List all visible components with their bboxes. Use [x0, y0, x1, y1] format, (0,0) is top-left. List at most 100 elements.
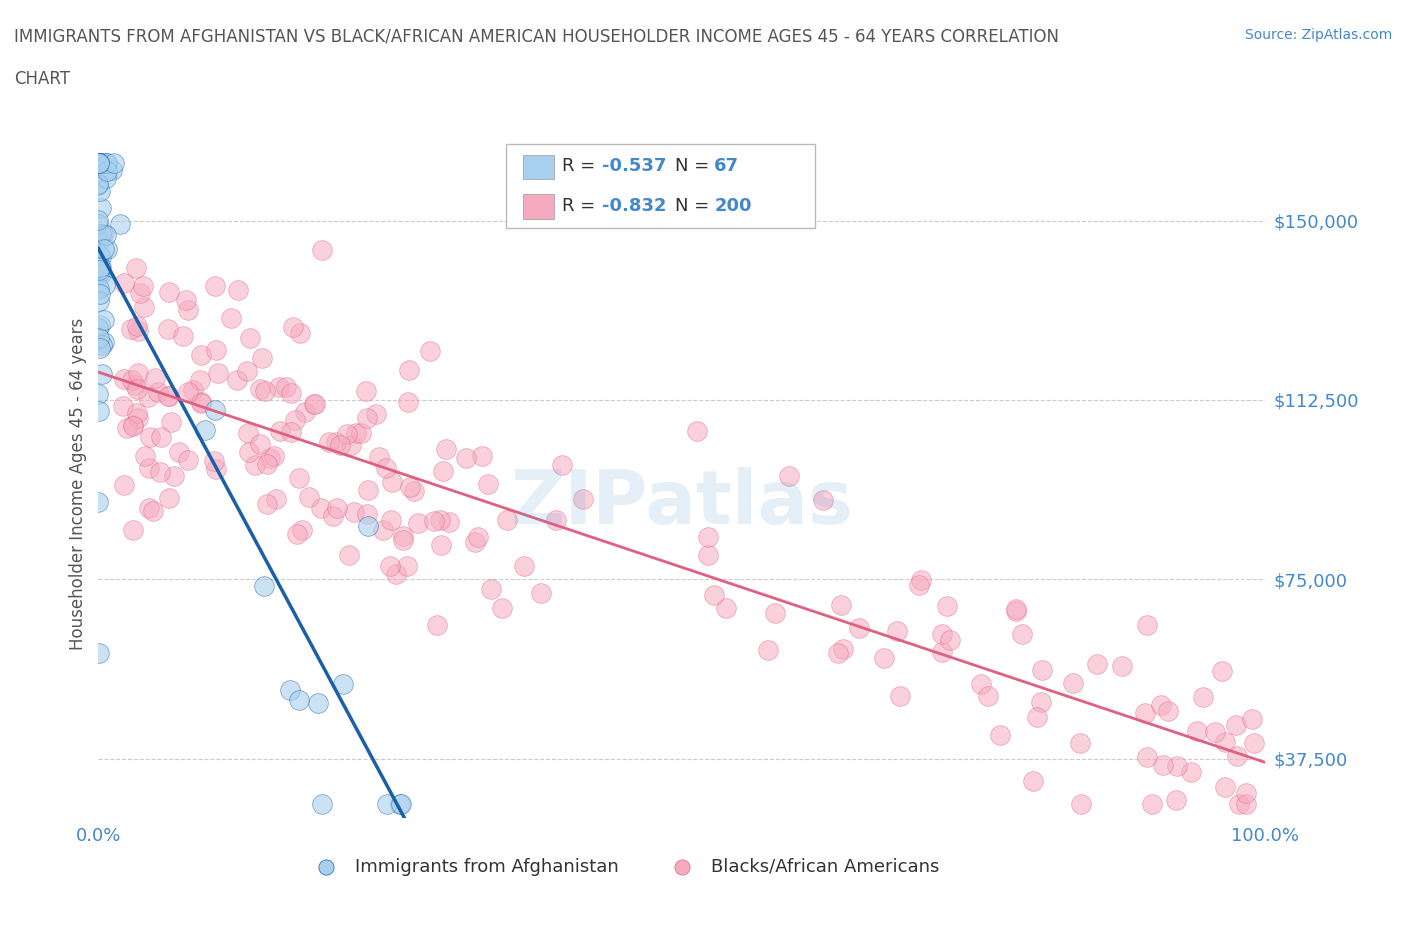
Point [848, 620, 870, 635]
Point [256, 497, 278, 512]
Point [250, 351, 273, 365]
Point [356, 507, 378, 522]
Point [340, 437, 363, 452]
Point [1111, 659, 1133, 674]
Point [120, 321, 142, 336]
Point [226, 283, 249, 298]
Point [439, 514, 461, 529]
Point [138, 501, 160, 516]
Point [96, 155, 118, 170]
Point [1004, 602, 1026, 617]
Point [87, 155, 110, 170]
Point [1135, 706, 1157, 721]
Point [139, 429, 162, 444]
Point [1204, 724, 1226, 739]
Point [572, 492, 595, 507]
Point [202, 453, 225, 468]
Point [939, 632, 962, 647]
Point [108, 217, 131, 232]
Point [87, 155, 110, 170]
Point [1213, 735, 1236, 750]
Point [87, 321, 110, 336]
Point [87, 247, 110, 262]
Point [89, 263, 111, 278]
Point [1166, 793, 1188, 808]
Text: ZIPatlas: ZIPatlas [510, 467, 853, 540]
Point [91, 366, 114, 381]
Point [278, 683, 301, 698]
Point [371, 523, 394, 538]
Point [1150, 698, 1173, 712]
Point [375, 461, 398, 476]
Point [1243, 736, 1265, 751]
Point [112, 478, 135, 493]
Point [276, 379, 298, 394]
Point [90, 155, 112, 170]
Point [89, 404, 111, 418]
Point [454, 451, 477, 466]
Text: Source: ZipAtlas.com: Source: ZipAtlas.com [1244, 28, 1392, 42]
Point [495, 512, 517, 527]
Point [931, 626, 953, 641]
Point [1187, 724, 1209, 738]
Point [1011, 627, 1033, 642]
Point [392, 533, 415, 548]
Point [1227, 797, 1250, 812]
Point [471, 449, 494, 464]
Point [204, 278, 226, 293]
Point [87, 645, 110, 660]
Point [87, 176, 110, 191]
Point [177, 452, 200, 467]
Point [142, 504, 165, 519]
Point [302, 397, 325, 412]
Point [280, 385, 302, 400]
Point [309, 500, 332, 515]
Point [332, 676, 354, 691]
Point [93, 334, 115, 349]
Point [429, 512, 451, 527]
Point [988, 728, 1011, 743]
Point [87, 282, 110, 297]
Point [87, 155, 110, 170]
Point [157, 322, 180, 337]
Point [94, 278, 117, 293]
Point [253, 578, 276, 593]
Point [1180, 764, 1202, 779]
Point [205, 462, 228, 477]
Point [294, 405, 316, 419]
Point [121, 372, 143, 387]
Point [307, 696, 329, 711]
Point [124, 378, 146, 392]
Point [337, 548, 360, 563]
Point [1142, 797, 1164, 812]
Point [477, 476, 499, 491]
Point [1069, 736, 1091, 751]
Point [89, 234, 111, 249]
Point [329, 438, 352, 453]
Point [404, 484, 426, 498]
Point [91, 227, 114, 242]
Point [419, 344, 441, 359]
Point [889, 689, 911, 704]
Point [205, 343, 228, 358]
Point [830, 597, 852, 612]
Point [87, 155, 110, 170]
Point [381, 474, 404, 489]
Point [367, 450, 389, 465]
Point [103, 155, 125, 170]
Point [89, 287, 111, 302]
Point [356, 411, 378, 426]
Point [89, 280, 111, 295]
Point [256, 457, 278, 472]
Point [434, 442, 457, 457]
Point [89, 264, 111, 279]
Point [322, 509, 344, 524]
Point [122, 523, 145, 538]
Point [121, 418, 143, 432]
Point [177, 303, 200, 318]
Point [89, 155, 111, 170]
Point [90, 249, 112, 264]
Point [763, 605, 786, 620]
Point [336, 427, 359, 442]
Point [225, 373, 247, 388]
